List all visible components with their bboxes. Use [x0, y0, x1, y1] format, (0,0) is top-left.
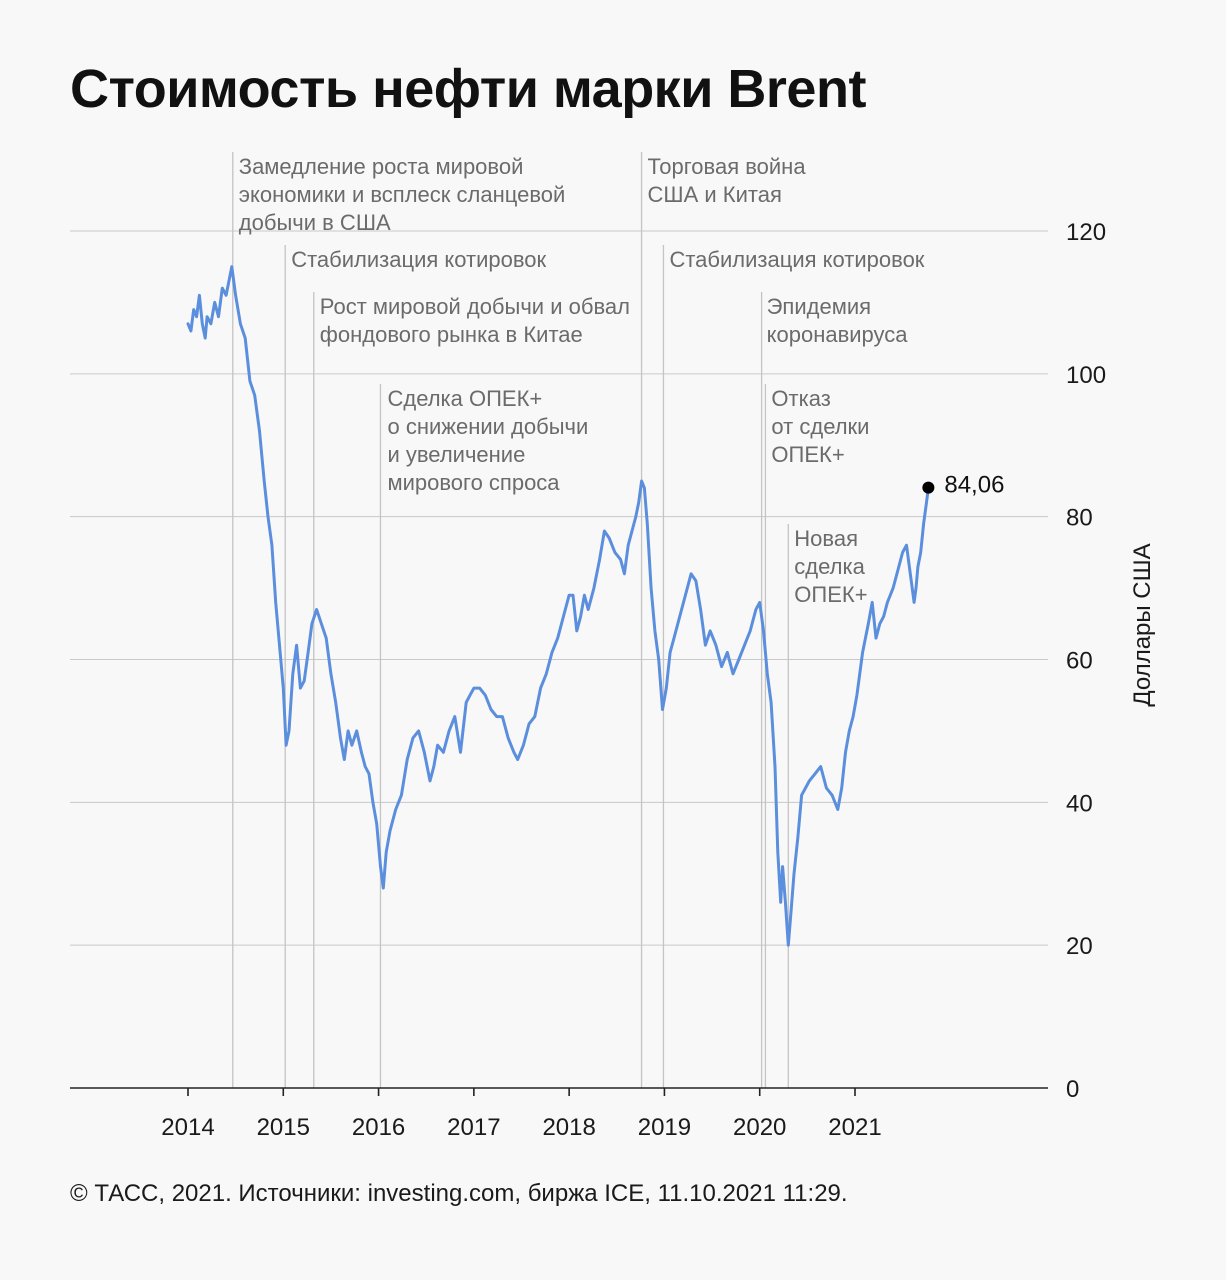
- last-value-marker: [922, 481, 935, 494]
- x-tick-label: 2021: [828, 1114, 881, 1141]
- annotation-line: Рост мировой добычи и обвал: [320, 294, 630, 319]
- x-tick-label: 2019: [638, 1114, 691, 1141]
- annotation-text: Рост мировой добычи и обвал фондового рын…: [320, 294, 630, 347]
- annotation-line: США и Китая: [648, 182, 782, 207]
- annotation-line: Новая: [794, 526, 858, 551]
- annotation-line: ОПЕК+: [794, 582, 867, 607]
- annotation-line: сделка: [794, 554, 865, 579]
- chart-labels: 0 20 40 60 80 100 120 2014 2015 2016 2017 2018 2019 2…: [161, 154, 1156, 1141]
- brent-price-line: [186, 265, 930, 947]
- y-tick-label: 120: [1066, 219, 1106, 246]
- axes: [70, 1087, 1048, 1096]
- price-chart: 0 20 40 60 80 100 120 2014 2015 2016 2017 2018 2019 2…: [70, 152, 1156, 1141]
- annotation-line: фондового рынка в Китае: [320, 322, 583, 347]
- annotation-text: Сделка ОПЕК+ о снижении добычи и увеличени…: [387, 386, 588, 495]
- annotation-line: и увеличение: [387, 442, 525, 467]
- annotation-text: Новая сделка ОПЕК+: [794, 526, 867, 607]
- annotation-line: экономики и всплеск сланцевой: [239, 182, 566, 207]
- chart-title: Стоимость нефти марки Brent: [70, 59, 866, 119]
- annotation-line: о снижении добычи: [387, 414, 588, 439]
- annotation-line: мирового спроса: [387, 470, 560, 495]
- y-tick-label: 60: [1066, 648, 1093, 675]
- annotation-text: Замедление роста мировой экономики и вспл…: [239, 154, 566, 235]
- annotation-line: Эпидемия: [767, 294, 871, 319]
- annotation-text: Стабилизация котировок: [669, 247, 924, 272]
- event-lines: [232, 152, 789, 1088]
- y-tick-label: 100: [1066, 362, 1106, 389]
- y-tick-label: 0: [1066, 1076, 1079, 1103]
- annotation-text: Торговая война США и Китая: [648, 154, 807, 207]
- annotation-line: Торговая война: [648, 154, 807, 179]
- y-axis-label: Доллары США: [1129, 543, 1156, 706]
- annotation-line: ОПЕК+: [771, 442, 844, 467]
- annotation-line: коронавируса: [767, 322, 909, 347]
- annotation-line: Замедление роста мировой: [239, 154, 524, 179]
- annotation-line: Сделка ОПЕК+: [387, 386, 542, 411]
- annotation-line: от сделки: [771, 414, 869, 439]
- annotation-text: Отказ от сделки ОПЕК+: [771, 386, 869, 467]
- x-tick-label: 2014: [161, 1114, 214, 1141]
- source-footer: © ТАСС, 2021. Источники: investing.com, …: [70, 1180, 848, 1207]
- annotation-line: Отказ: [771, 386, 830, 411]
- last-value-label: 84,06: [944, 472, 1004, 499]
- annotation-line: добычи в США: [239, 210, 391, 235]
- annotation-line: Стабилизация котировок: [669, 247, 924, 272]
- y-tick-label: 40: [1066, 790, 1093, 817]
- x-tick-label: 2015: [257, 1114, 310, 1141]
- x-tick-label: 2017: [447, 1114, 500, 1141]
- y-tick-label: 20: [1066, 933, 1093, 960]
- annotation-line: Стабилизация котировок: [291, 247, 546, 272]
- x-tick-label: 2018: [542, 1114, 595, 1141]
- annotation-text: Эпидемия коронавируса: [767, 294, 909, 347]
- series-layer: [186, 265, 935, 947]
- x-tick-label: 2016: [352, 1114, 405, 1141]
- y-tick-label: 80: [1066, 505, 1093, 532]
- annotation-text: Стабилизация котировок: [291, 247, 546, 272]
- x-tick-label: 2020: [733, 1114, 786, 1141]
